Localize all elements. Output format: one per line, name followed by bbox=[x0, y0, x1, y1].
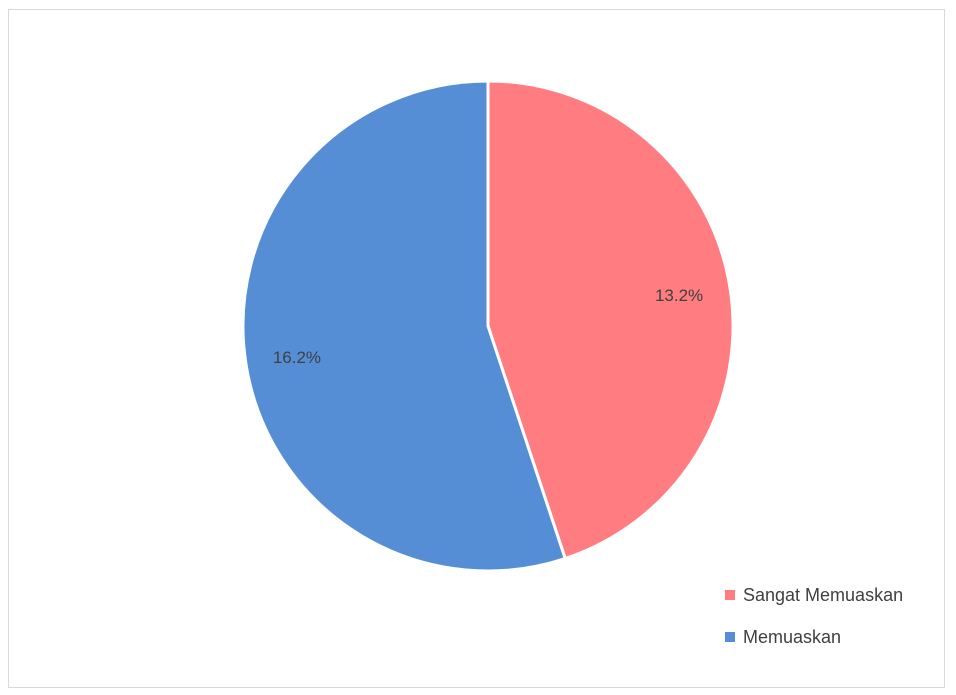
pie-slice-sangat-memuaskan bbox=[486, 79, 735, 561]
legend-swatch bbox=[725, 590, 735, 600]
legend-label: Sangat Memuaskan bbox=[743, 584, 904, 605]
pie-slice-memuaskan bbox=[241, 79, 567, 573]
data-label: 16.2% bbox=[273, 348, 321, 367]
legend-item-sangat-memuaskan: Sangat Memuaskan bbox=[725, 584, 903, 606]
legend: Sangat Memuaskan Memuaskan bbox=[725, 584, 903, 668]
legend-label: Memuaskan bbox=[743, 626, 842, 647]
data-label: 13.2% bbox=[655, 286, 703, 305]
chart-area: 13.2% 16.2% Sangat Memuaskan Memuaskan bbox=[8, 9, 945, 688]
pie-chart: 13.2% 16.2% bbox=[241, 79, 735, 573]
legend-swatch bbox=[725, 632, 735, 642]
pie-data-labels: 13.2% 16.2% bbox=[273, 286, 703, 367]
legend-item-memuaskan: Memuaskan bbox=[725, 626, 903, 648]
pie-slices bbox=[241, 79, 735, 573]
